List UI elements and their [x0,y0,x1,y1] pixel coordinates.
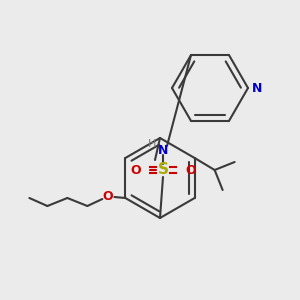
Text: O: O [130,164,141,176]
Text: N: N [252,82,262,94]
Text: H: H [148,139,156,149]
Text: O: O [102,190,113,202]
Text: O: O [185,164,196,176]
Text: S: S [158,163,169,178]
Text: N: N [158,143,168,157]
